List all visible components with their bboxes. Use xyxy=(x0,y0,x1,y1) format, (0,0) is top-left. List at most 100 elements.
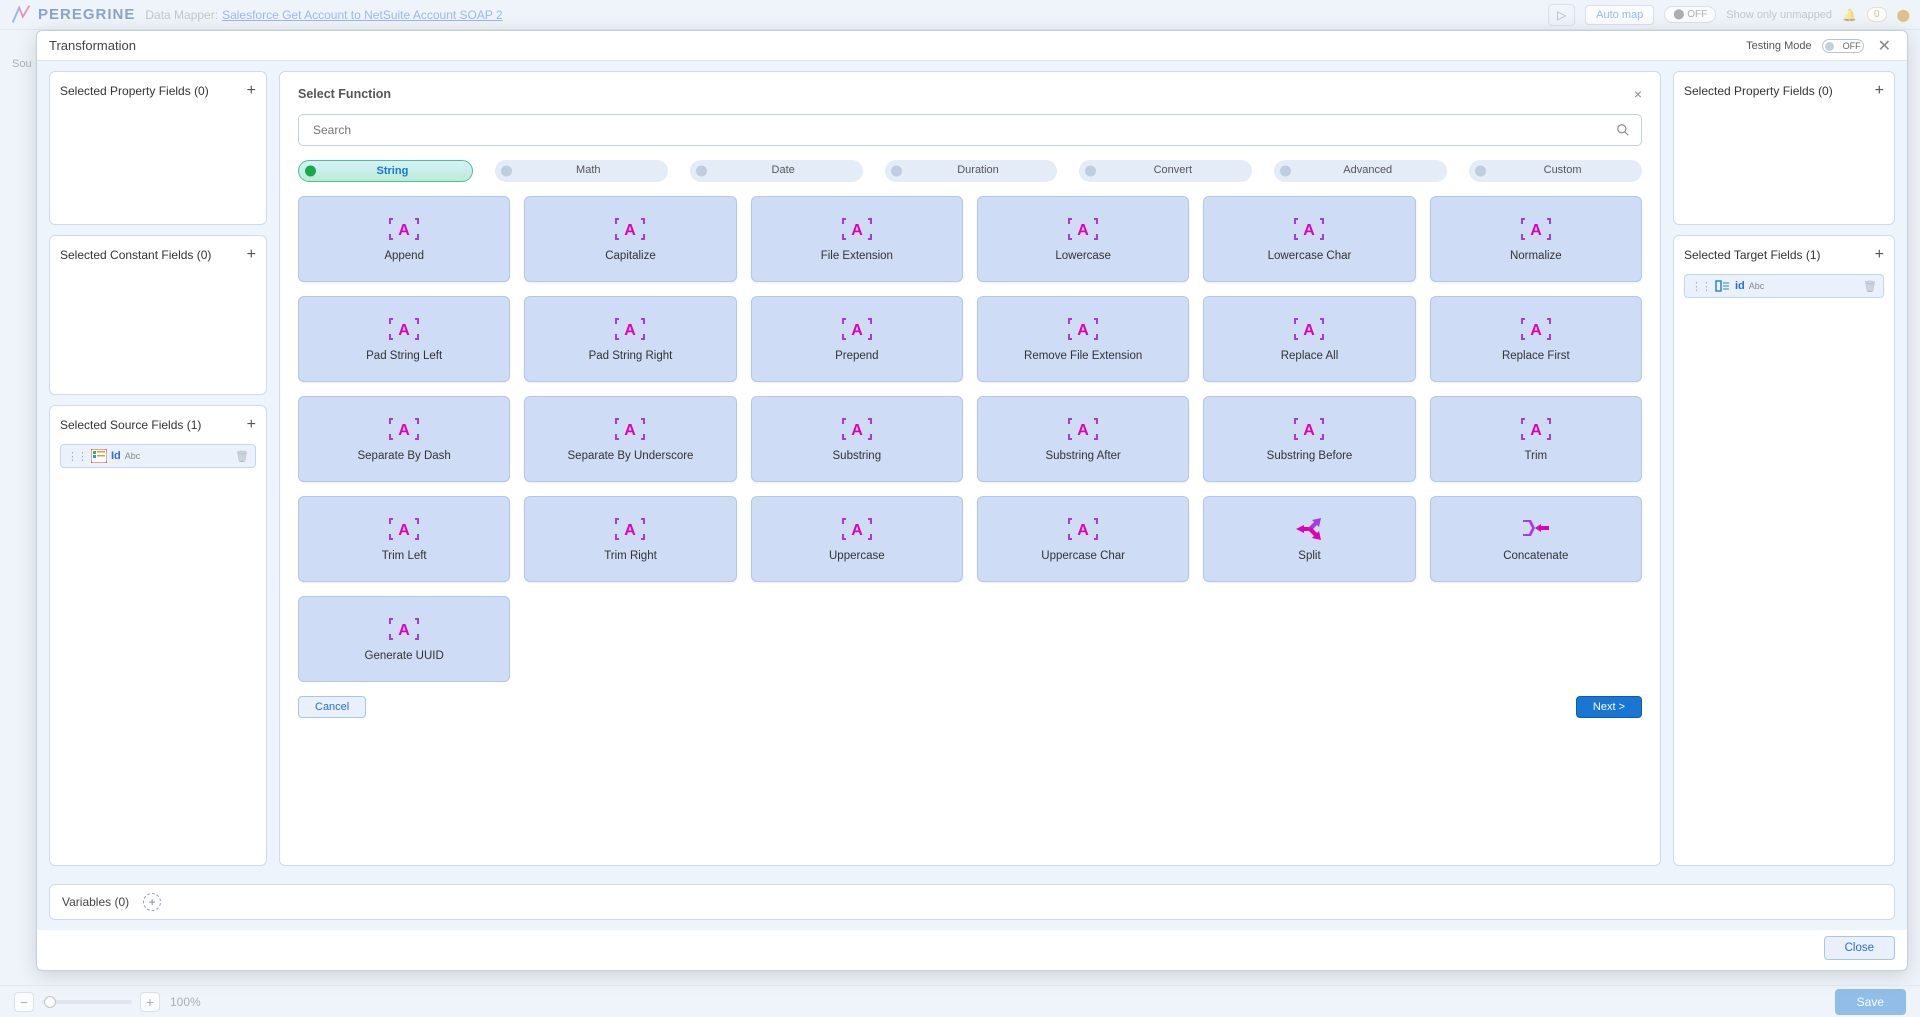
string-function-icon: A xyxy=(615,316,645,342)
string-function-icon: A xyxy=(1294,216,1324,242)
category-pill-advanced[interactable]: Advanced xyxy=(1274,160,1447,182)
function-card[interactable]: A Substring Before xyxy=(1203,396,1415,482)
target-field-chip[interactable]: ⋮⋮ id Abc 🗑 xyxy=(1684,274,1884,298)
svg-text:A: A xyxy=(851,222,863,239)
category-dot-icon xyxy=(305,166,316,177)
function-card[interactable]: A Append xyxy=(298,196,510,282)
next-button[interactable]: Next > xyxy=(1576,696,1642,718)
category-dot-icon xyxy=(1085,166,1096,177)
modal-title: Transformation xyxy=(49,38,136,53)
remove-field-icon[interactable]: 🗑 xyxy=(235,450,249,463)
string-function-icon: A xyxy=(1294,416,1324,442)
function-card[interactable]: APad String Left xyxy=(298,296,510,382)
function-card[interactable]: ATrim Left xyxy=(298,496,510,582)
string-function-icon: A xyxy=(1068,216,1098,242)
field-type: Abc xyxy=(1749,281,1765,291)
add-property-button[interactable]: + xyxy=(1875,82,1884,100)
split-icon xyxy=(1294,516,1324,542)
source-field-chip[interactable]: ⋮⋮ Id Abc 🗑 xyxy=(60,444,256,468)
panel-title: Selected Target Fields (1) xyxy=(1684,248,1821,262)
category-dot-icon xyxy=(501,166,512,177)
add-constant-button[interactable]: + xyxy=(247,246,256,264)
svg-text:A: A xyxy=(1077,522,1089,539)
function-card[interactable]: ASubstring xyxy=(751,396,963,482)
category-pill-string[interactable]: String xyxy=(298,160,473,182)
add-source-button[interactable]: + xyxy=(247,416,256,434)
drag-handle-icon[interactable]: ⋮⋮ xyxy=(1691,280,1711,293)
field-type: Abc xyxy=(125,451,141,461)
svg-text:A: A xyxy=(1304,222,1316,239)
close-button[interactable]: Close xyxy=(1824,936,1895,960)
add-target-button[interactable]: + xyxy=(1875,246,1884,264)
function-card[interactable]: ASeparate By Dash xyxy=(298,396,510,482)
selected-property-panel-left: Selected Property Fields (0) + xyxy=(49,71,267,225)
function-search-input[interactable] xyxy=(298,114,1642,146)
add-variable-button[interactable]: + xyxy=(143,893,161,911)
function-card[interactable]: Concatenate xyxy=(1430,496,1642,582)
target-field-icon xyxy=(1715,279,1731,293)
selected-property-panel-right: Selected Property Fields (0) + xyxy=(1673,71,1895,225)
category-label: Advanced xyxy=(1343,164,1392,176)
selected-constant-panel: Selected Constant Fields (0) + xyxy=(49,235,267,395)
svg-text:A: A xyxy=(625,322,637,339)
string-function-icon: A xyxy=(842,316,872,342)
panel-title: Selected Property Fields (0) xyxy=(1684,84,1833,98)
svg-text:A: A xyxy=(851,522,863,539)
function-card[interactable]: A Pad String Right xyxy=(524,296,736,382)
category-pill-convert[interactable]: Convert xyxy=(1079,160,1252,182)
string-function-icon: A xyxy=(389,316,419,342)
function-card[interactable]: APrepend xyxy=(751,296,963,382)
function-card[interactable]: ATrim Right xyxy=(524,496,736,582)
function-label: Append xyxy=(384,250,424,262)
category-dot-icon xyxy=(1475,166,1486,177)
function-card[interactable]: ACapitalize xyxy=(524,196,736,282)
function-label: File Extension xyxy=(821,250,893,262)
field-label: id xyxy=(1735,280,1745,292)
function-card[interactable]: ASeparate By Underscore xyxy=(524,396,736,482)
string-function-icon: A xyxy=(1068,316,1098,342)
function-card[interactable]: ARemove File Extension xyxy=(977,296,1189,382)
function-card[interactable]: A Uppercase Char xyxy=(977,496,1189,582)
add-property-button[interactable]: + xyxy=(247,82,256,100)
concatenate-icon xyxy=(1521,516,1551,542)
function-card[interactable]: Split xyxy=(1203,496,1415,582)
string-function-icon: A xyxy=(389,516,419,542)
function-panel-title: Select Function xyxy=(298,87,391,101)
function-label: Uppercase xyxy=(829,550,885,562)
function-card[interactable]: A Lowercase Char xyxy=(1203,196,1415,282)
remove-field-icon[interactable]: 🗑 xyxy=(1863,280,1877,293)
testing-mode-toggle[interactable]: OFF xyxy=(1822,39,1864,53)
drag-handle-icon[interactable]: ⋮⋮ xyxy=(67,450,87,463)
svg-text:A: A xyxy=(398,222,410,239)
svg-text:A: A xyxy=(851,422,863,439)
function-label: Lowercase Char xyxy=(1268,250,1352,262)
modal-close-icon[interactable]: ✕ xyxy=(1874,36,1895,56)
svg-text:A: A xyxy=(1077,322,1089,339)
svg-text:A: A xyxy=(398,622,410,639)
function-card[interactable]: ANormalize xyxy=(1430,196,1642,282)
string-function-icon: A xyxy=(615,516,645,542)
function-label: Uppercase Char xyxy=(1041,550,1125,562)
function-card[interactable]: ALowercase xyxy=(977,196,1189,282)
function-label: Substring Before xyxy=(1267,450,1353,462)
category-dot-icon xyxy=(696,166,707,177)
transformation-modal: Transformation Testing Mode OFF ✕ Select… xyxy=(36,30,1908,971)
function-card[interactable]: A Uppercase xyxy=(751,496,963,582)
function-label: Pad String Right xyxy=(589,350,673,362)
string-function-icon: A xyxy=(842,516,872,542)
function-card[interactable]: AReplace First xyxy=(1430,296,1642,382)
category-pill-math[interactable]: Math xyxy=(495,160,668,182)
function-card[interactable]: ATrim xyxy=(1430,396,1642,482)
function-card[interactable]: AReplace All xyxy=(1203,296,1415,382)
category-dot-icon xyxy=(891,166,902,177)
category-pill-date[interactable]: Date xyxy=(690,160,863,182)
category-pill-custom[interactable]: Custom xyxy=(1469,160,1642,182)
function-card[interactable]: AGenerate UUID xyxy=(298,596,510,682)
string-function-icon: A xyxy=(1521,416,1551,442)
category-pill-duration[interactable]: Duration xyxy=(885,160,1058,182)
function-panel-close-icon[interactable]: × xyxy=(1634,86,1642,102)
cancel-button[interactable]: Cancel xyxy=(298,696,366,718)
function-card[interactable]: ASubstring After xyxy=(977,396,1189,482)
function-card[interactable]: A File Extension xyxy=(751,196,963,282)
string-function-icon: A xyxy=(1068,516,1098,542)
